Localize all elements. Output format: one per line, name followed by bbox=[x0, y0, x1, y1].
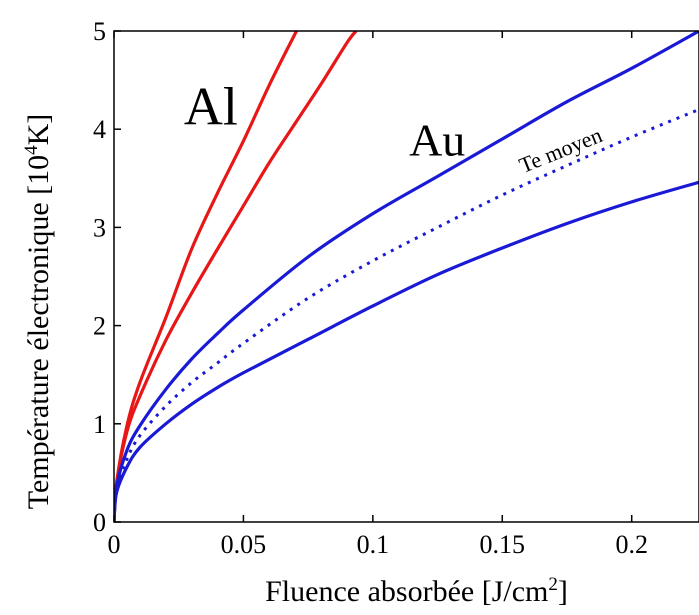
x-tick-label: 0.05 bbox=[221, 530, 267, 559]
x-tick-label: 0.2 bbox=[615, 530, 648, 559]
series-line-2 bbox=[114, 31, 358, 522]
series-line-4 bbox=[114, 108, 699, 522]
y-tick-label: 1 bbox=[93, 410, 106, 439]
y-axis-label: Température électronique [104K] bbox=[21, 114, 55, 510]
series-line-3 bbox=[114, 31, 699, 522]
x-tick-label: 0 bbox=[108, 530, 121, 559]
y-tick-label: 2 bbox=[93, 312, 106, 341]
annotation-au: Au bbox=[409, 115, 465, 166]
y-tick-label: 4 bbox=[93, 115, 106, 144]
annotation-te-moyen: Te moyen bbox=[515, 122, 605, 178]
y-tick-label: 0 bbox=[93, 508, 106, 537]
y-tick-label: 3 bbox=[93, 213, 106, 242]
x-axis-label: Fluence absorbée [J/cm2] bbox=[265, 574, 568, 608]
plot-frame bbox=[113, 30, 699, 523]
x-tick-label: 0.15 bbox=[480, 530, 526, 559]
x-tick-label: 0.1 bbox=[357, 530, 390, 559]
series-line-5 bbox=[114, 180, 699, 522]
y-tick-label: 5 bbox=[93, 17, 106, 46]
annotation-al: Al bbox=[184, 76, 238, 136]
